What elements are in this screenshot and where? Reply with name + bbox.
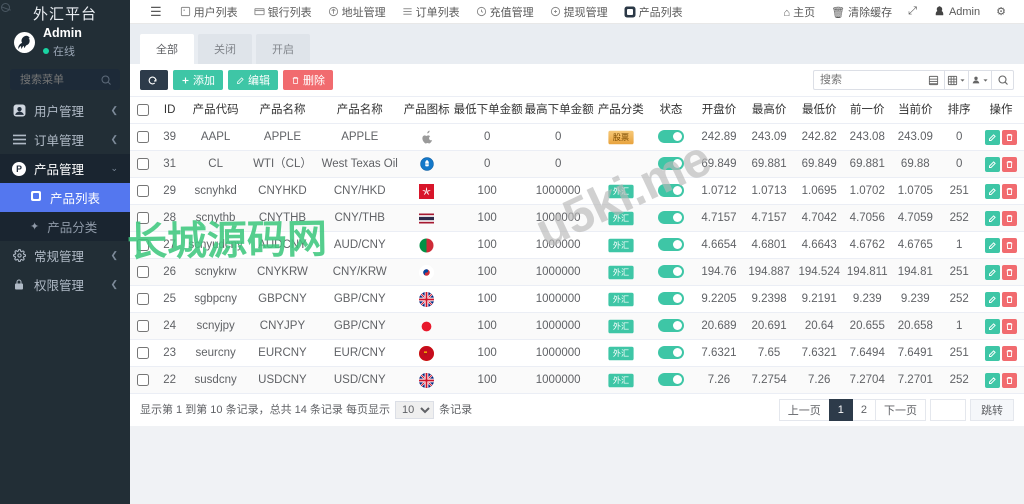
svg-text:P: P	[16, 163, 22, 173]
